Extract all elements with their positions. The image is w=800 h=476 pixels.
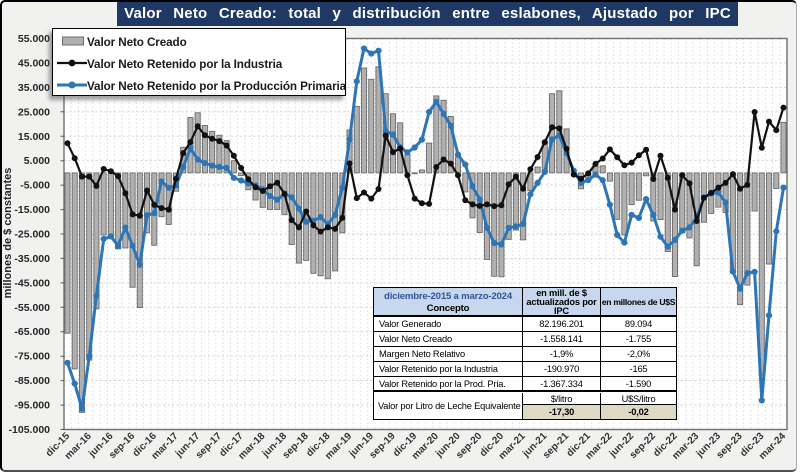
svg-text:-65.000: -65.000 — [14, 326, 50, 338]
svg-text:-75.000: -75.000 — [14, 351, 50, 363]
svg-text:25.000: 25.000 — [18, 106, 50, 118]
svg-text:5.000: 5.000 — [24, 155, 50, 167]
svg-text:-25.000: -25.000 — [14, 229, 50, 241]
svg-text:-55.000: -55.000 — [14, 302, 50, 314]
svg-text:millones de $ constantes: millones de $ constantes — [2, 168, 14, 299]
svg-text:15.000: 15.000 — [18, 131, 50, 143]
svg-text:-15.000: -15.000 — [14, 204, 50, 216]
svg-text:-105.000: -105.000 — [9, 424, 51, 436]
svg-text:35.000: 35.000 — [18, 82, 50, 94]
svg-text:45.000: 45.000 — [18, 57, 50, 69]
svg-text:-35.000: -35.000 — [14, 253, 50, 265]
svg-text:55.000: 55.000 — [18, 33, 50, 45]
svg-text:-45.000: -45.000 — [14, 277, 50, 289]
svg-text:-95.000: -95.000 — [14, 400, 50, 412]
svg-text:-5.000: -5.000 — [20, 180, 50, 192]
svg-text:-85.000: -85.000 — [14, 375, 50, 387]
